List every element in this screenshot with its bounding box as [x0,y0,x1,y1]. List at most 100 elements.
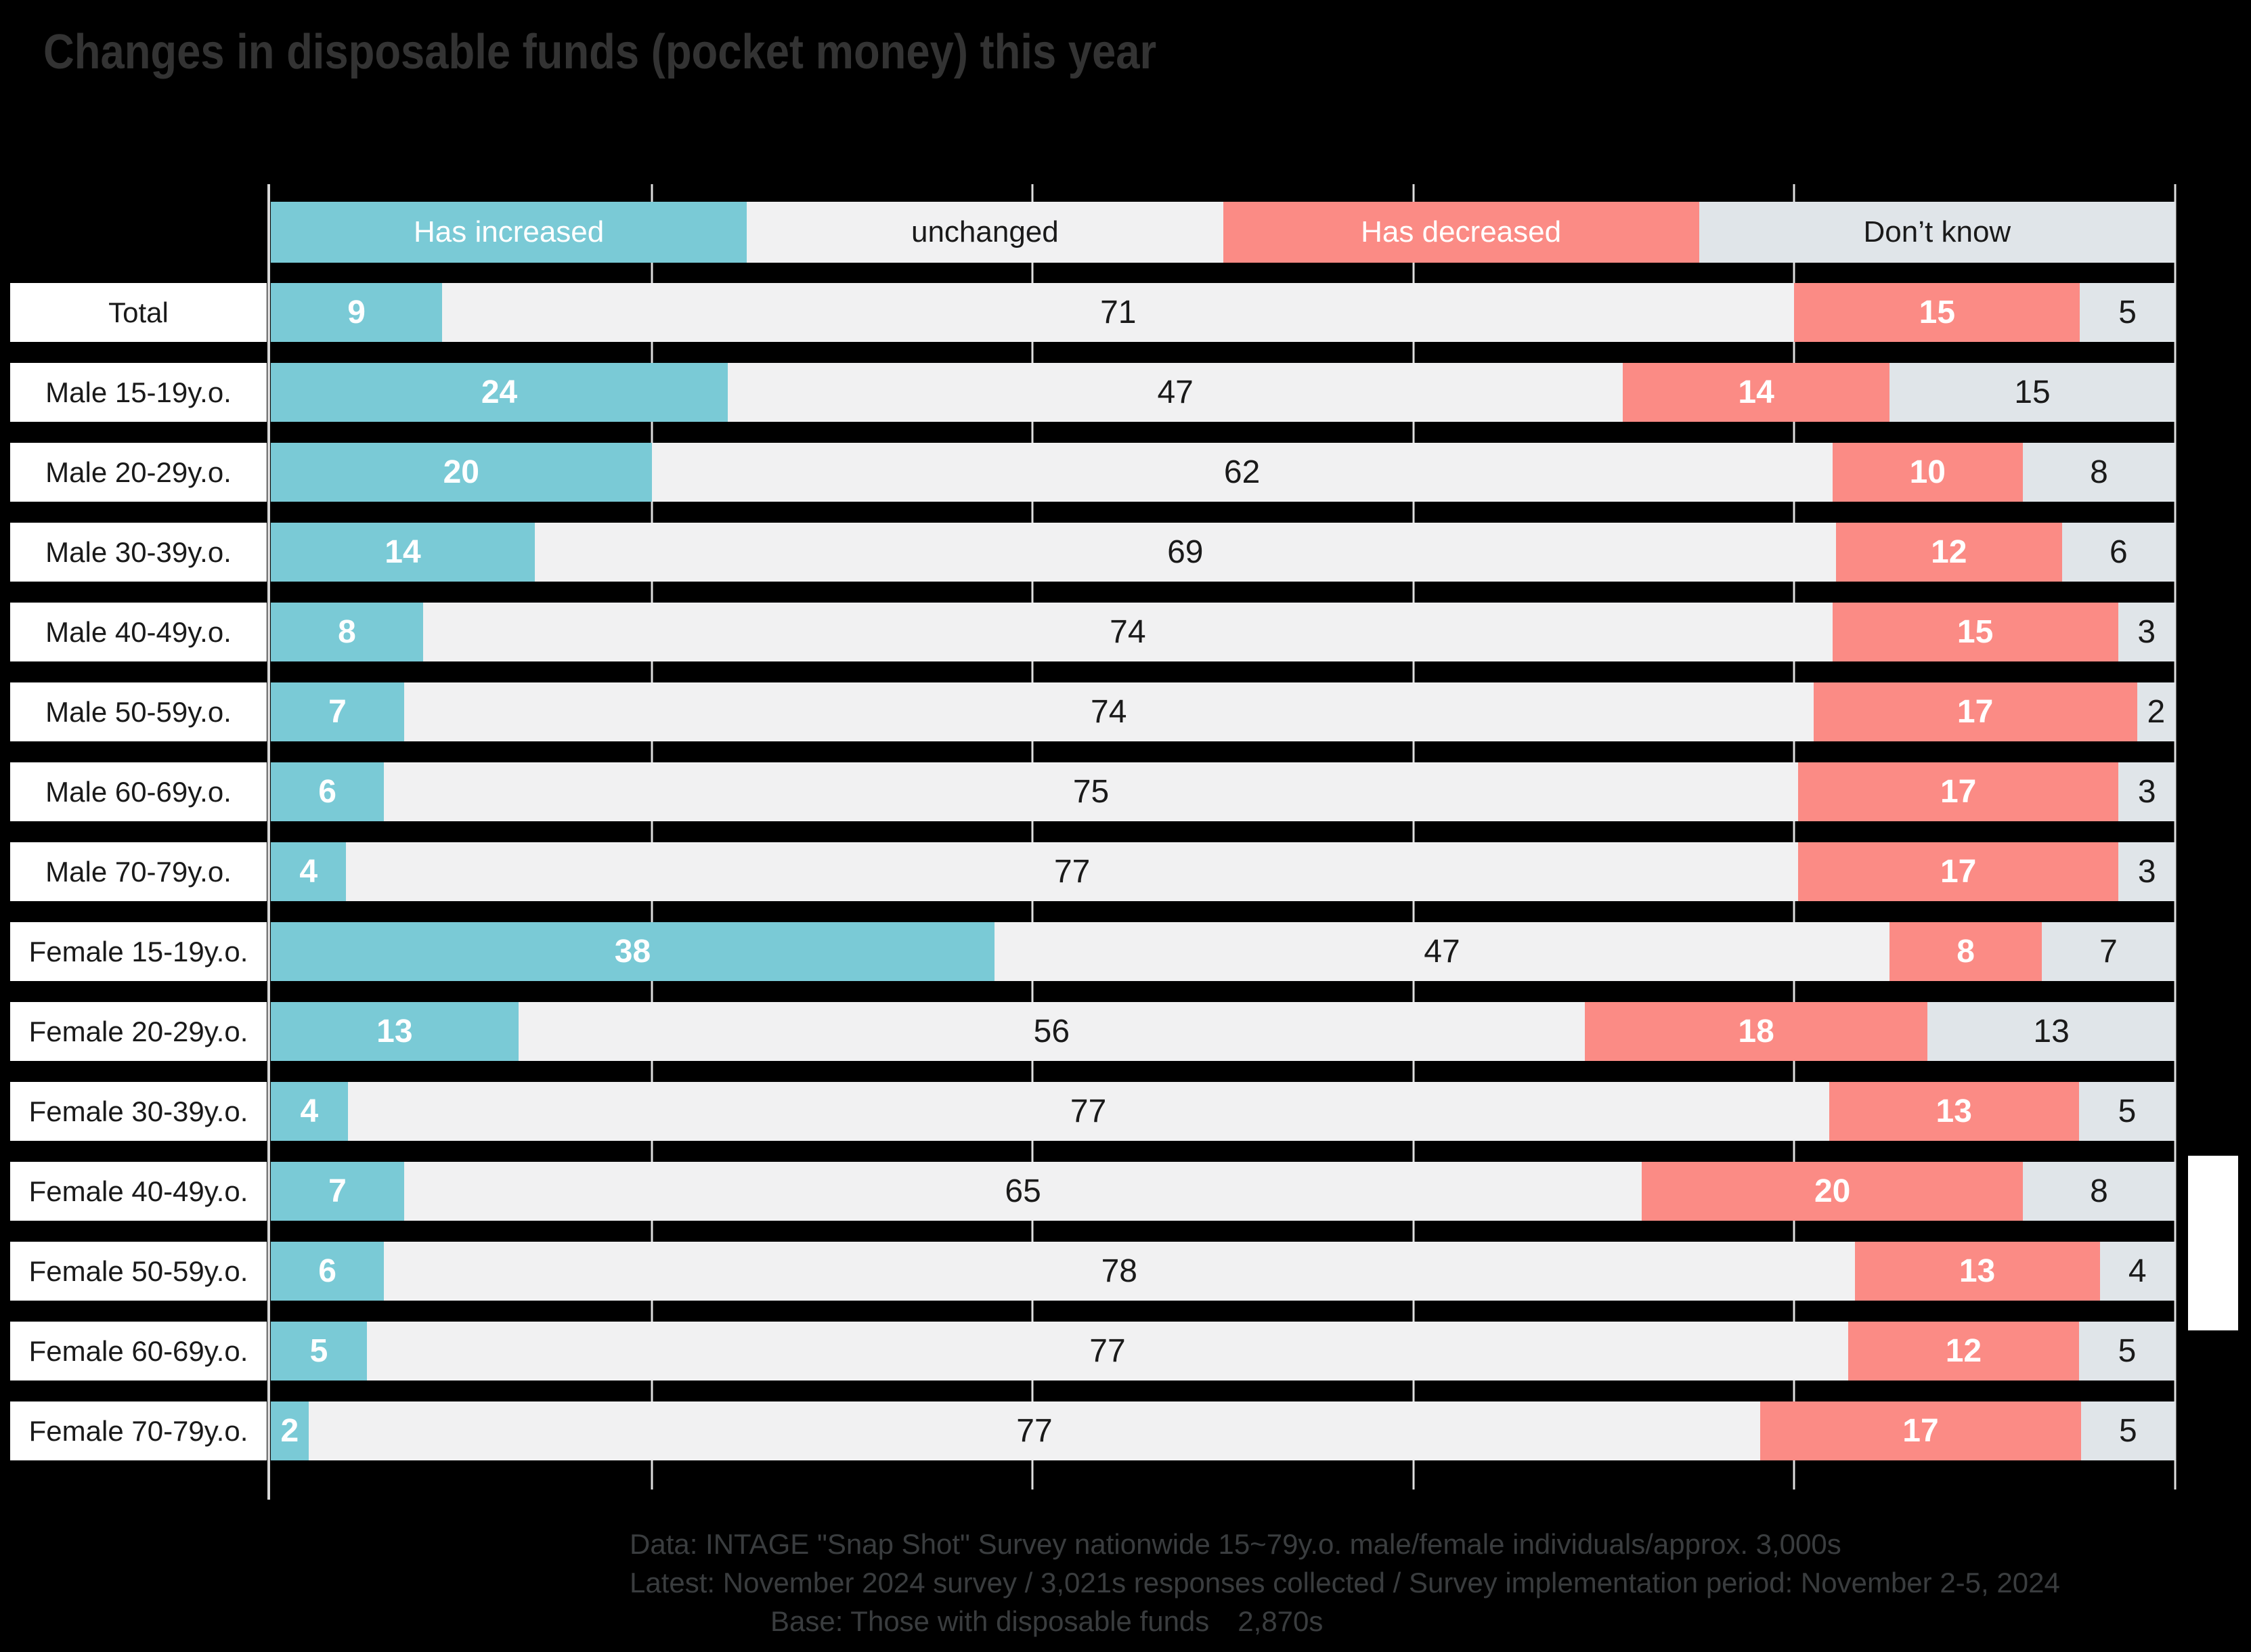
bar-female-70-79y-o: 2 77 17 5 [271,1401,2175,1460]
row-male-40-49y-o: Male 40-49y.o. 8 74 15 3 [10,603,2175,661]
gridline-100pct [2174,184,2177,1490]
segment-has-increased: 7 [271,1162,404,1221]
segment-don-t-know: 2 [2137,682,2175,741]
segment-has-decreased: 13 [1829,1082,2079,1141]
gridline-80pct [1793,184,1795,1490]
segment-don-t-know: 7 [2042,922,2175,981]
segment-has-decreased: 15 [1794,283,2080,342]
segment-has-increased: 20 [271,443,652,502]
segment-unchanged: 56 [518,1002,1585,1061]
segment-don-t-know: 15 [1889,363,2175,422]
segment-has-increased: 5 [271,1322,368,1381]
segment-unchanged: 77 [308,1401,1761,1460]
bar-male-20-29y-o: 20 62 10 8 [271,443,2175,502]
row-label: Total [10,283,267,342]
bar-female-20-29y-o: 13 56 18 13 [271,1002,2175,1061]
segment-don-t-know: 6 [2061,523,2175,582]
row-label: Male 20-29y.o. [10,443,267,502]
segment-has-increased: 4 [271,842,347,901]
row-label: Male 15-19y.o. [10,363,267,422]
segment-has-increased: 6 [271,762,385,821]
segment-don-t-know: 5 [2078,1322,2175,1381]
bar-male-15-19y-o: 24 47 14 15 [271,363,2175,422]
segment-has-increased: 8 [271,603,424,661]
segment-has-increased: 2 [271,1401,309,1460]
segment-has-increased: 6 [271,1242,385,1301]
segment-unchanged: 74 [423,603,1833,661]
bar-female-40-49y-o: 7 65 20 8 [271,1162,2175,1221]
segment-has-increased: 9 [271,283,443,342]
row-female-50-59y-o: Female 50-59y.o. 6 78 13 4 [10,1242,2175,1301]
segment-has-decreased: 15 [1832,603,2118,661]
segment-has-decreased: 13 [1854,1242,2100,1301]
bar-male-60-69y-o: 6 75 17 3 [271,762,2175,821]
bar-female-60-69y-o: 5 77 12 5 [271,1322,2175,1381]
row-label: Female 15-19y.o. [10,922,267,981]
segment-has-decreased: 17 [1813,682,2137,741]
row-female-20-29y-o: Female 20-29y.o. 13 56 18 13 [10,1002,2175,1061]
segment-has-increased: 13 [271,1002,519,1061]
row-label: Female 50-59y.o. [10,1242,267,1301]
row-label: Female 40-49y.o. [10,1162,267,1221]
segment-has-increased: 14 [271,523,535,582]
gridline-60pct [1412,184,1415,1490]
white-panel [2188,1156,2238,1330]
bar-total: 9 71 15 5 [271,283,2175,342]
segment-don-t-know: 5 [2080,283,2175,342]
segment-has-decreased: 20 [1642,1162,2023,1221]
row-label: Female 60-69y.o. [10,1322,267,1381]
footer-base-info: Base: Those with disposable funds 2,870s [770,1605,1324,1637]
row-label: Female 20-29y.o. [10,1002,267,1061]
segment-has-decreased: 10 [1832,443,2023,502]
segment-don-t-know: 13 [1927,1002,2175,1061]
bar-female-15-19y-o: 38 47 8 7 [271,922,2175,981]
gridline-40pct [1031,184,1034,1490]
segment-has-increased: 4 [271,1082,348,1141]
plot-area [267,184,2177,1500]
segment-has-increased: 38 [271,922,995,981]
segment-has-decreased: 12 [1848,1322,2079,1381]
segment-unchanged: 77 [367,1322,1848,1381]
footer-survey-info: Latest: November 2024 survey / 3,021s re… [630,1567,2060,1599]
segment-unchanged: 77 [347,1082,1829,1141]
row-male-15-19y-o: Male 15-19y.o. 24 47 14 15 [10,363,2175,422]
row-female-40-49y-o: Female 40-49y.o. 7 65 20 8 [10,1162,2175,1221]
chart-title: Changes in disposable funds (pocket mone… [43,25,1157,79]
bar-male-70-79y-o: 4 77 17 3 [271,842,2175,901]
row-female-30-39y-o: Female 30-39y.o. 4 77 13 5 [10,1082,2175,1141]
segment-unchanged: 77 [346,842,1798,901]
legend-item-unchanged: unchanged [747,202,1223,263]
segment-has-decreased: 12 [1835,523,2062,582]
row-total: Total 9 71 15 5 [10,283,2175,342]
row-male-60-69y-o: Male 60-69y.o. 6 75 17 3 [10,762,2175,821]
segment-unchanged: 74 [403,682,1814,741]
row-label: Male 40-49y.o. [10,603,267,661]
segment-unchanged: 75 [384,762,1798,821]
row-label: Male 50-59y.o. [10,682,267,741]
bar-male-50-59y-o: 7 74 17 2 [271,682,2175,741]
segment-don-t-know: 8 [2022,443,2175,502]
bar-female-30-39y-o: 4 77 13 5 [271,1082,2175,1141]
legend-item-don-t-know: Don’t know [1699,202,2175,263]
segment-has-decreased: 17 [1797,762,2119,821]
segment-unchanged: 47 [728,363,1623,422]
row-label: Female 70-79y.o. [10,1401,267,1460]
segment-unchanged: 65 [403,1162,1642,1221]
segment-don-t-know: 3 [2118,762,2175,821]
row-label: Female 30-39y.o. [10,1082,267,1141]
segment-don-t-know: 8 [2022,1162,2175,1221]
row-male-30-39y-o: Male 30-39y.o. 14 69 12 6 [10,523,2175,582]
axis-line-0pct [267,184,270,1500]
row-label: Male 30-39y.o. [10,523,267,582]
row-label: Male 70-79y.o. [10,842,267,901]
segment-don-t-know: 5 [2078,1082,2175,1141]
segment-don-t-know: 5 [2080,1401,2175,1460]
segment-has-increased: 7 [271,682,404,741]
bar-male-40-49y-o: 8 74 15 3 [271,603,2175,661]
footer-data-source: Data: INTAGE "Snap Shot" Survey nationwi… [630,1528,1841,1560]
segment-has-decreased: 14 [1623,363,1890,422]
segment-don-t-know: 4 [2099,1242,2175,1301]
row-male-20-29y-o: Male 20-29y.o. 20 62 10 8 [10,443,2175,502]
segment-has-decreased: 18 [1584,1002,1928,1061]
